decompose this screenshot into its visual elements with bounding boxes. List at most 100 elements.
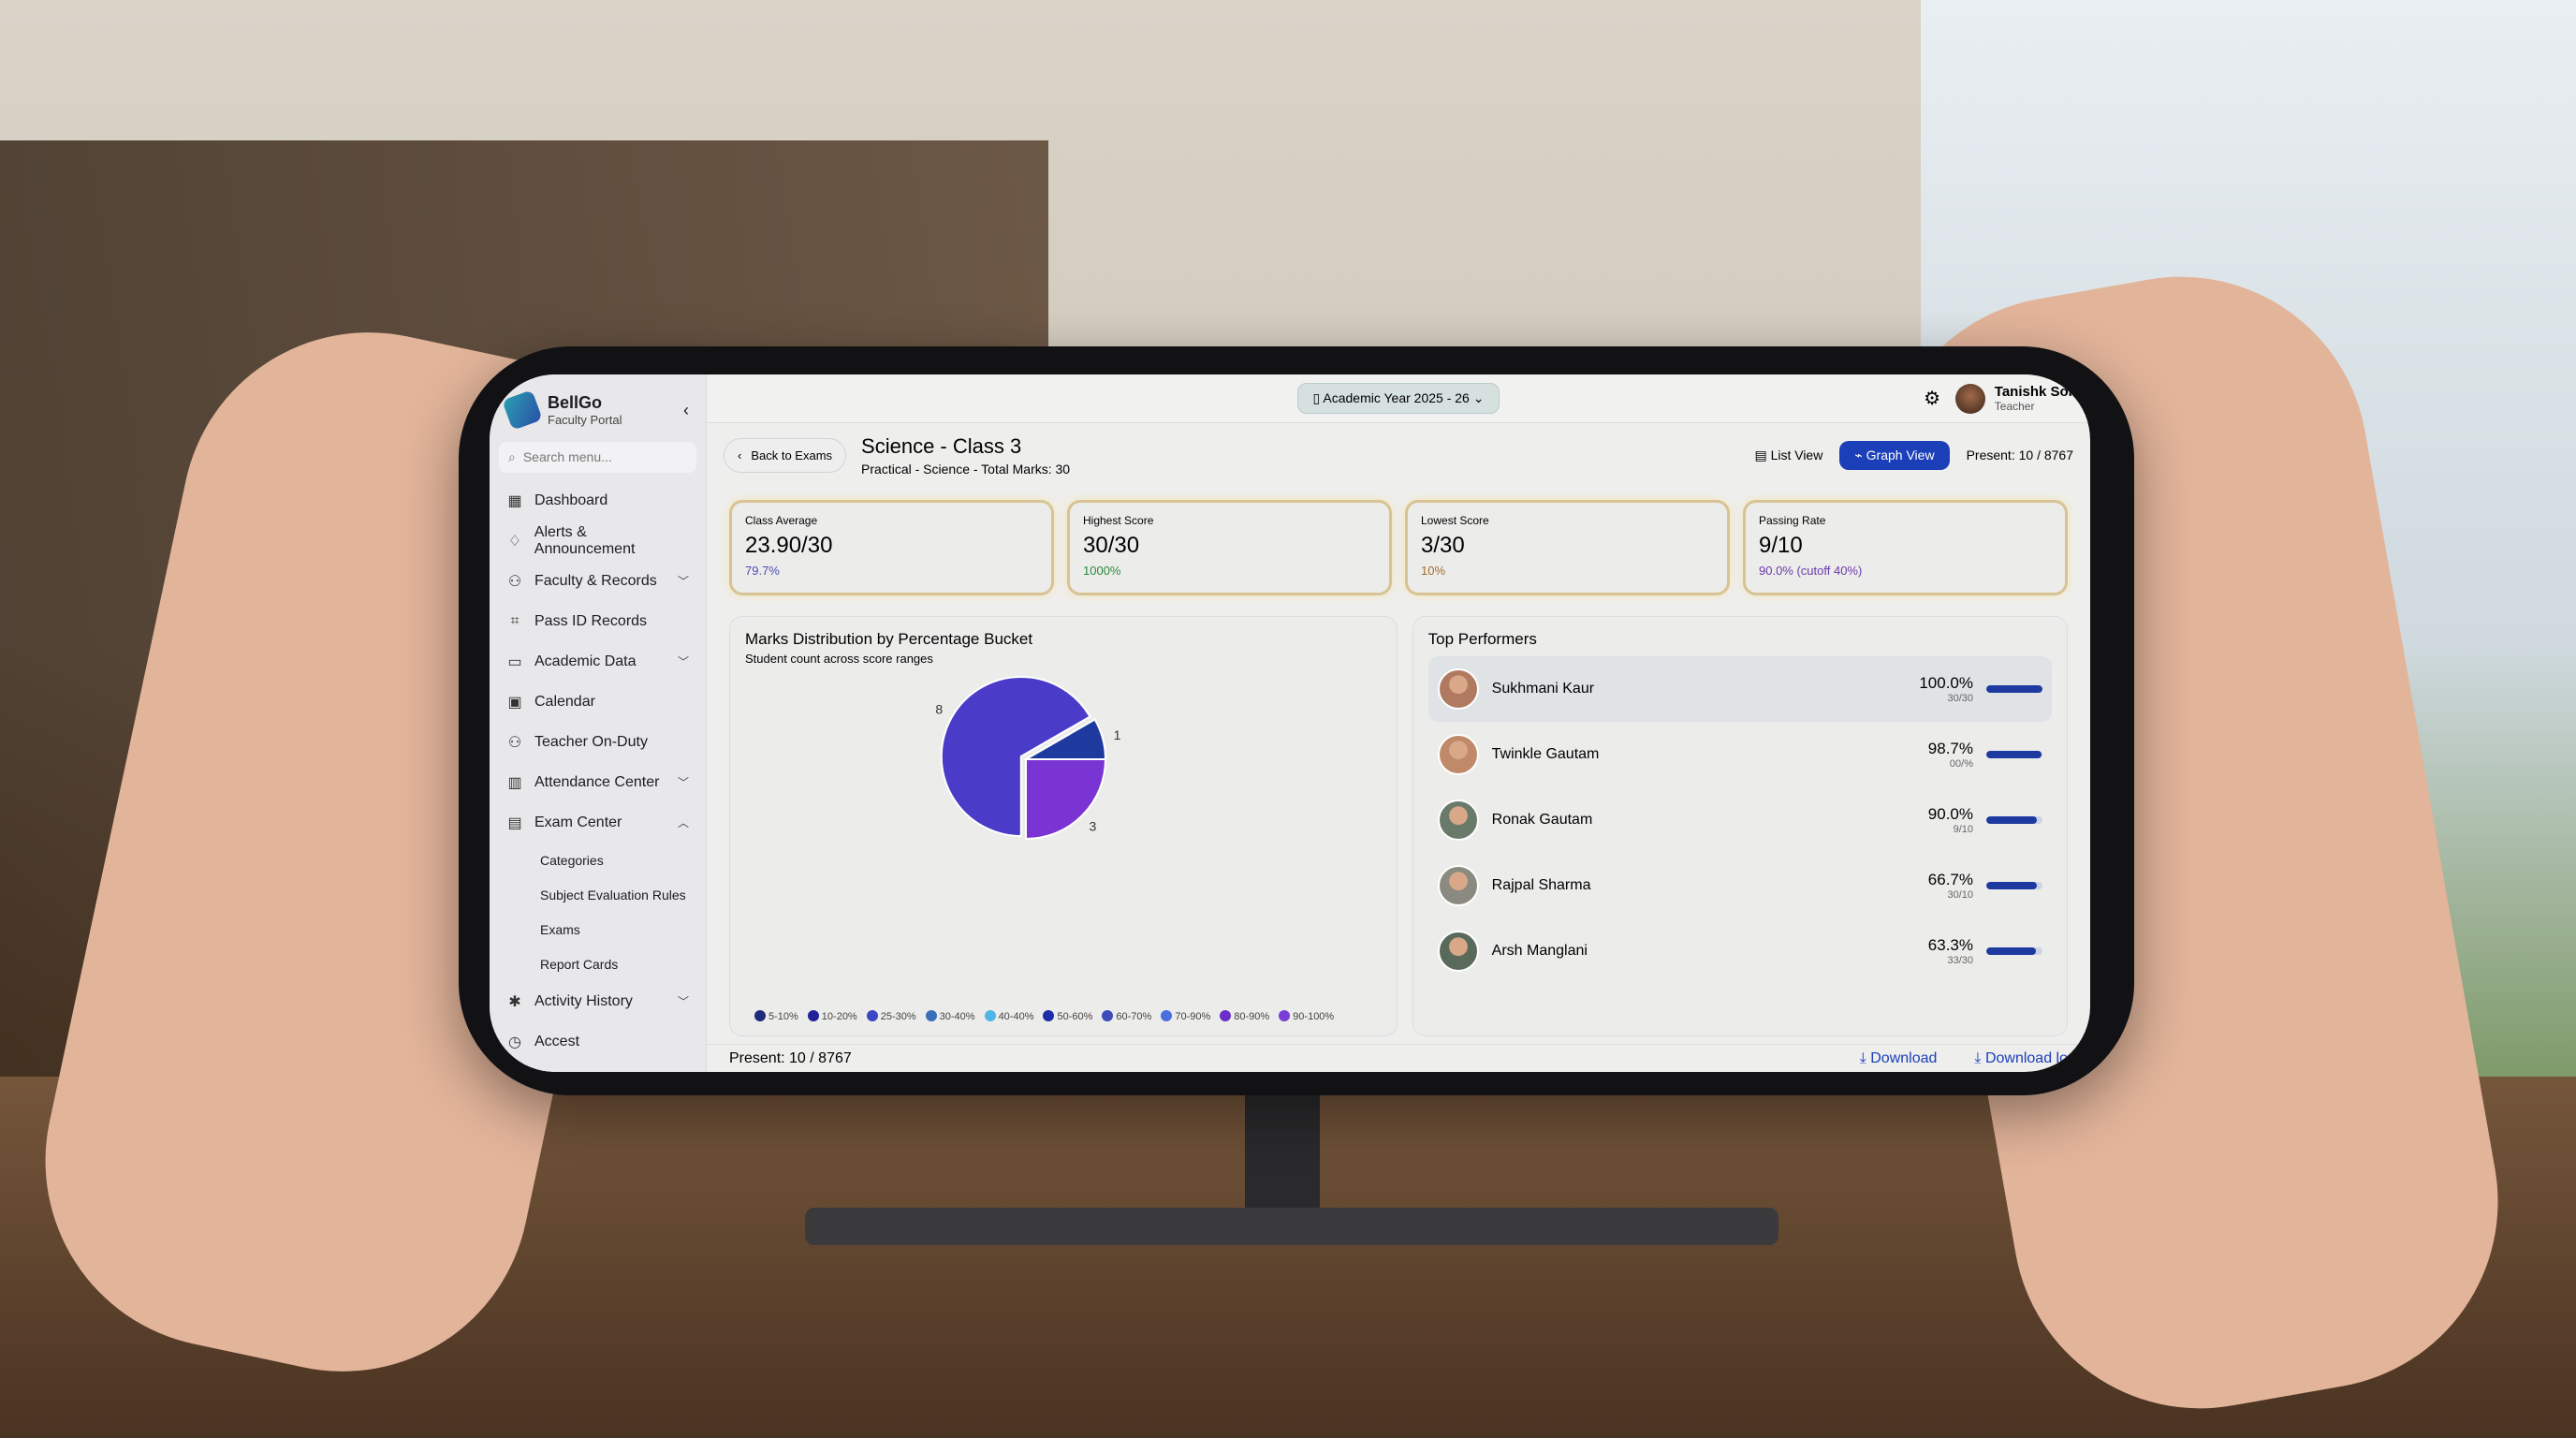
legend-item: 5-10%: [754, 1010, 798, 1022]
sidebar-subitem[interactable]: Categories: [540, 852, 604, 868]
progress-fill: [1986, 816, 2037, 824]
download-button[interactable]: ⤓ Download: [1860, 1050, 1938, 1067]
collapse-sidebar-icon[interactable]: ‹: [683, 400, 689, 419]
download-icon: ⤓: [1974, 1049, 1985, 1066]
top-bar: ▯ Academic Year 2025 - 26 ⌄ ⚙ Tanishk So…: [707, 374, 2090, 423]
download-icon: ⤓: [1859, 1049, 1871, 1066]
user-profile[interactable]: Tanishk Soni Teacher: [1954, 383, 2081, 414]
legend-label: 10-20%: [821, 1011, 857, 1022]
chevron-down-icon[interactable]: ﹀: [677, 575, 689, 588]
performer-progress-bar: [1986, 882, 2042, 889]
legend-item: 90-100%: [1279, 1010, 1334, 1022]
chevron-down-icon[interactable]: ﹀: [677, 655, 689, 668]
grid-icon: ▦: [507, 492, 522, 509]
performer-progress-bar: [1986, 751, 2042, 758]
legend-swatch: [754, 1010, 766, 1021]
progress-fill: [1986, 685, 2042, 693]
sidebar-item-label: Teacher On-Duty: [534, 733, 648, 750]
performer-progress-bar: [1986, 685, 2042, 693]
sidebar-item[interactable]: ✱ Activity History ﹀: [499, 981, 696, 1021]
sidebar-item[interactable]: ♢ Alerts & Announcement: [499, 521, 696, 561]
pie-slice[interactable]: [1025, 758, 1107, 841]
sidebar-item-label: Dashboard: [534, 492, 608, 508]
card-value: 30/30: [1083, 533, 1140, 558]
chart-icon: ⌁: [1854, 447, 1866, 462]
page-title: Science - Class 3: [861, 433, 1022, 458]
activity-icon: ✱: [508, 993, 521, 1010]
academic-year-select[interactable]: ▯ Academic Year 2025 - 26 ⌄: [1296, 383, 1500, 414]
present-count: Present: 10 / 8767: [1966, 448, 2073, 462]
sidebar-item[interactable]: ▭ Academic Data ﹀: [499, 641, 696, 682]
performer-progress-bar: [1986, 816, 2042, 824]
legend-item: 60-70%: [1102, 1010, 1151, 1022]
legend-label: 40-40%: [998, 1011, 1034, 1022]
stat-card: Lowest Score 3/30 10%: [1405, 500, 1730, 595]
avatar: [1437, 734, 1479, 775]
download-2-button[interactable]: ⤓ Download lo: [1974, 1050, 2068, 1067]
academic-year-value: Academic Year 2025 - 26: [1323, 390, 1470, 405]
avatar: [1954, 383, 1985, 414]
sidebar-item[interactable]: ⌗ Pass ID Records: [499, 601, 696, 641]
legend-swatch: [807, 1010, 819, 1021]
legend-label: 90-100%: [1293, 1011, 1335, 1022]
stat-cards: Class Average 23.90/30 79.7% Highest Score 3…: [707, 487, 2090, 609]
sidebar-item-label: Academic Data: [534, 653, 637, 669]
document-icon: ▤: [507, 814, 522, 831]
chevron-down-icon[interactable]: ﹀: [677, 776, 689, 789]
sidebar-item[interactable]: ▥ Attendance Center ﹀: [499, 762, 696, 802]
footer: Present: 10 / 8767 ⤓ Download ⤓ Download…: [707, 1044, 2090, 1072]
legend-swatch: [984, 1010, 996, 1021]
card-label: Lowest Score: [1421, 514, 1489, 527]
pie-slice[interactable]: [940, 676, 1091, 838]
clock-icon: ◷: [508, 1034, 521, 1050]
phone-screen: BellGo Faculty Portal ‹ ⌕ Search menu... …: [490, 374, 2090, 1072]
sidebar-item[interactable]: ◷ Accest: [499, 1021, 696, 1062]
performer-row[interactable]: Rajpal Sharma 66.7% 30/10: [1428, 853, 2052, 918]
nav-list: ▦ Dashboard ♢ Alerts & Announcement ⚇ Faculty…: [499, 480, 696, 1062]
top-performers-title: Top Performers: [1427, 630, 1537, 648]
search-input[interactable]: ⌕ Search menu...: [499, 442, 696, 473]
legend-swatch: [1102, 1010, 1114, 1021]
user-role: Teacher: [1994, 400, 2035, 413]
title-bar: ‹ Back to Exams Science - Class 3 Practica…: [707, 423, 2090, 487]
list-icon: ▤: [1754, 447, 1771, 462]
sidebar-item[interactable]: ▦ Dashboard: [499, 480, 696, 521]
back-button[interactable]: ‹ Back to Exams: [724, 437, 847, 473]
legend-item: 25-30%: [866, 1010, 916, 1022]
sidebar-item-label: Faculty & Records: [534, 572, 657, 589]
graph-view-button[interactable]: ⌁ Graph View: [1839, 440, 1950, 470]
legend-item: 80-90%: [1220, 1010, 1269, 1022]
sidebar-item-label: Attendance Center: [534, 773, 660, 790]
sidebar-item[interactable]: ▤ Exam Center ︿: [499, 802, 696, 843]
sidebar-subitem[interactable]: Subject Evaluation Rules: [540, 887, 686, 902]
sidebar-item-label: Calendar: [534, 693, 595, 710]
performer-row[interactable]: Twinkle Gautam 98.7% 00/%: [1428, 722, 2052, 787]
list-view-button[interactable]: ▤ List View: [1754, 448, 1822, 463]
sidebar-subitem[interactable]: Exams: [540, 921, 580, 937]
performer-row[interactable]: Ronak Gautam 90.0% 9/10: [1428, 787, 2052, 853]
performer-score: 00/%: [1949, 758, 1973, 770]
performer-score: 30/10: [1947, 889, 1973, 901]
legend-item: 50-60%: [1043, 1010, 1092, 1022]
performer-score: 30/30: [1947, 693, 1973, 704]
card-value: 23.90/30: [745, 533, 833, 558]
performer-row[interactable]: Arsh Manglani 63.3% 33/30: [1428, 918, 2052, 984]
card-percent: 79.7%: [745, 564, 780, 578]
legend-swatch: [1161, 1010, 1173, 1021]
graph-view-label: Graph View: [1866, 447, 1935, 462]
performer-row[interactable]: Sukhmani Kaur 100.0% 30/30: [1427, 656, 2052, 722]
chevron-up-icon[interactable]: ︿: [677, 816, 689, 829]
sidebar-item-label: Accest: [534, 1033, 580, 1049]
legend-swatch: [925, 1010, 937, 1021]
monitor-stand-base: [805, 1208, 1778, 1245]
sidebar-item[interactable]: ▣ Calendar: [499, 682, 696, 722]
sidebar-subitem[interactable]: Report Cards: [540, 956, 619, 972]
sidebar-item[interactable]: ⚇ Teacher On-Duty: [499, 722, 696, 762]
gear-icon[interactable]: ⚙: [1924, 389, 1940, 409]
avatar: [1437, 931, 1479, 972]
legend-item: 70-90%: [1161, 1010, 1210, 1022]
chevron-down-icon[interactable]: ﹀: [677, 995, 689, 1008]
sidebar-item[interactable]: ⚇ Faculty & Records ﹀: [499, 561, 696, 601]
sidebar-item-label: Pass ID Records: [534, 612, 648, 629]
progress-fill: [1986, 947, 2036, 955]
